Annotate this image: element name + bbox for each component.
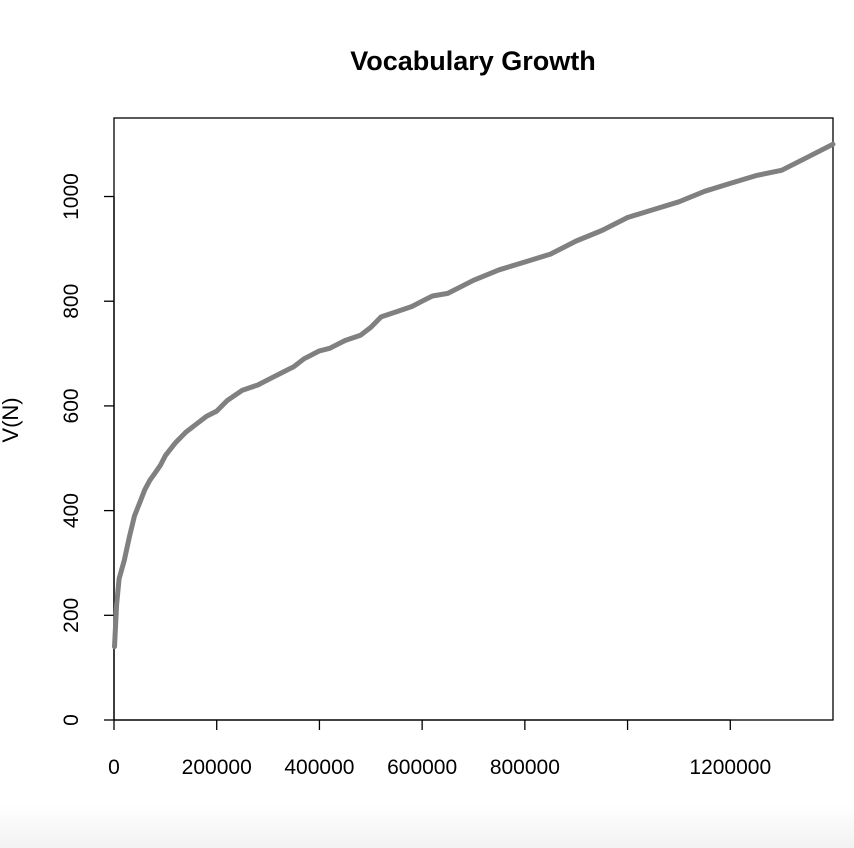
- y-tick-label: 0: [60, 714, 83, 726]
- x-tick-label: 1200000: [689, 756, 771, 779]
- y-axis: 0 200 400 600 800 1000: [60, 173, 115, 726]
- x-tick-label: 600000: [387, 756, 457, 779]
- y-tick-label: 600: [60, 388, 83, 423]
- series-line: [112, 141, 836, 650]
- y-axis-label: V(N): [0, 397, 23, 442]
- y-tick-label: 200: [60, 598, 83, 633]
- x-axis: 0 200000 400000 600000 800000 1200000: [108, 719, 771, 779]
- y-tick-label: 1000: [60, 173, 83, 220]
- y-tick-label: 800: [60, 284, 83, 319]
- plot-frame: [113, 117, 834, 721]
- chart-title: Vocabulary Growth: [350, 46, 596, 76]
- x-tick-label: 200000: [182, 756, 252, 779]
- x-tick-label: 800000: [490, 756, 560, 779]
- x-tick-label: 0: [108, 756, 120, 779]
- y-tick-label: 400: [60, 493, 83, 528]
- x-tick-label: 400000: [284, 756, 354, 779]
- bottom-band: [0, 805, 854, 848]
